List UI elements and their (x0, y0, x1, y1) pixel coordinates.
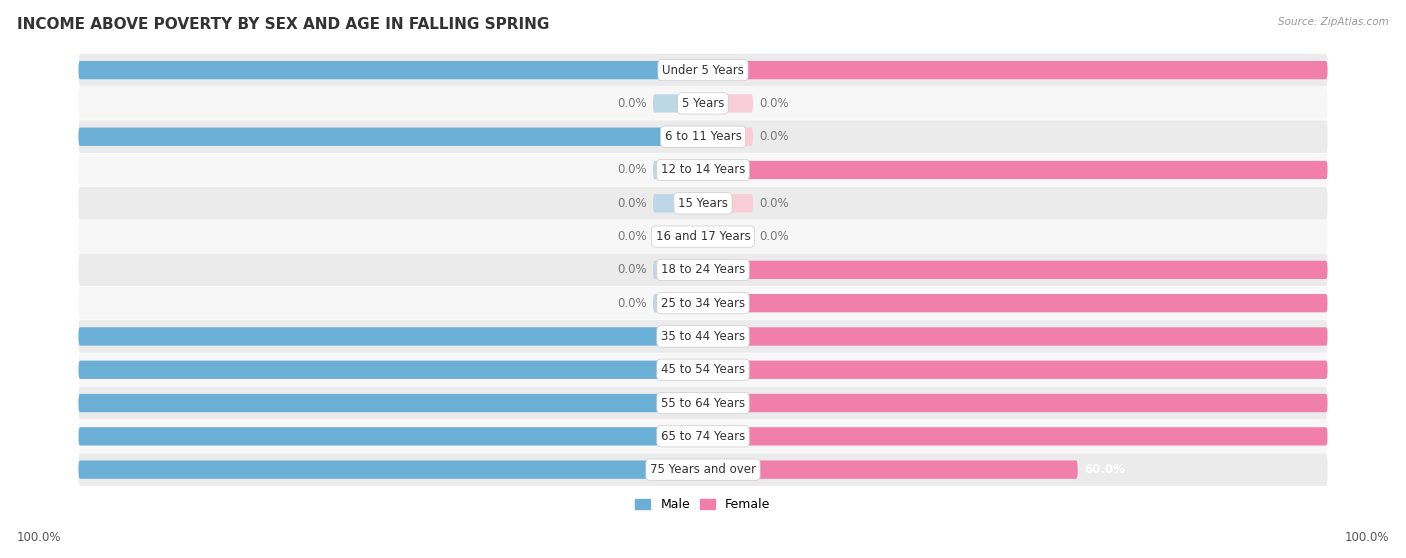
FancyBboxPatch shape (703, 360, 1327, 379)
FancyBboxPatch shape (703, 194, 754, 213)
Text: 75 Years and over: 75 Years and over (650, 463, 756, 476)
Text: 100.0%: 100.0% (1334, 330, 1382, 343)
FancyBboxPatch shape (703, 261, 1327, 279)
FancyBboxPatch shape (79, 61, 703, 79)
FancyBboxPatch shape (652, 261, 703, 279)
Text: 100.0%: 100.0% (24, 130, 72, 143)
Text: 100.0%: 100.0% (1344, 531, 1389, 544)
FancyBboxPatch shape (79, 54, 1327, 86)
Text: Under 5 Years: Under 5 Years (662, 64, 744, 76)
FancyBboxPatch shape (703, 161, 1327, 179)
Text: 100.0%: 100.0% (24, 330, 72, 343)
Text: 0.0%: 0.0% (759, 97, 789, 110)
FancyBboxPatch shape (652, 294, 703, 312)
FancyBboxPatch shape (703, 394, 1327, 412)
Text: 100.0%: 100.0% (1334, 263, 1382, 276)
FancyBboxPatch shape (703, 228, 754, 246)
FancyBboxPatch shape (652, 228, 703, 246)
Text: Source: ZipAtlas.com: Source: ZipAtlas.com (1278, 17, 1389, 27)
FancyBboxPatch shape (79, 187, 1327, 220)
Text: INCOME ABOVE POVERTY BY SEX AND AGE IN FALLING SPRING: INCOME ABOVE POVERTY BY SEX AND AGE IN F… (17, 17, 550, 32)
Text: 100.0%: 100.0% (1334, 430, 1382, 443)
Text: 100.0%: 100.0% (24, 397, 72, 410)
Text: 0.0%: 0.0% (617, 197, 647, 210)
Text: 55 to 64 Years: 55 to 64 Years (661, 397, 745, 410)
Text: 100.0%: 100.0% (17, 531, 62, 544)
Text: 0.0%: 0.0% (617, 230, 647, 243)
Text: 0.0%: 0.0% (617, 163, 647, 176)
Text: 25 to 34 Years: 25 to 34 Years (661, 297, 745, 310)
Text: 100.0%: 100.0% (1334, 363, 1382, 376)
FancyBboxPatch shape (79, 287, 1327, 320)
FancyBboxPatch shape (79, 320, 1327, 353)
Text: 100.0%: 100.0% (1334, 163, 1382, 176)
FancyBboxPatch shape (703, 128, 754, 146)
FancyBboxPatch shape (79, 253, 1327, 286)
Text: 0.0%: 0.0% (759, 130, 789, 143)
FancyBboxPatch shape (703, 427, 1327, 445)
Text: 5 Years: 5 Years (682, 97, 724, 110)
Text: 35 to 44 Years: 35 to 44 Years (661, 330, 745, 343)
FancyBboxPatch shape (79, 128, 703, 146)
FancyBboxPatch shape (703, 460, 1077, 479)
FancyBboxPatch shape (652, 94, 703, 113)
Text: 6 to 11 Years: 6 to 11 Years (665, 130, 741, 143)
FancyBboxPatch shape (652, 194, 703, 213)
FancyBboxPatch shape (79, 460, 703, 479)
FancyBboxPatch shape (79, 87, 1327, 120)
Text: 100.0%: 100.0% (24, 463, 72, 476)
FancyBboxPatch shape (79, 420, 1327, 453)
Text: 0.0%: 0.0% (759, 230, 789, 243)
FancyBboxPatch shape (703, 328, 1327, 345)
Text: 100.0%: 100.0% (24, 64, 72, 76)
FancyBboxPatch shape (79, 353, 1327, 386)
Text: 15 Years: 15 Years (678, 197, 728, 210)
Text: 65 to 74 Years: 65 to 74 Years (661, 430, 745, 443)
FancyBboxPatch shape (79, 121, 1327, 153)
FancyBboxPatch shape (703, 294, 1327, 312)
Text: 18 to 24 Years: 18 to 24 Years (661, 263, 745, 276)
Text: 100.0%: 100.0% (24, 430, 72, 443)
FancyBboxPatch shape (79, 394, 703, 412)
Text: 0.0%: 0.0% (617, 263, 647, 276)
Text: 0.0%: 0.0% (617, 97, 647, 110)
Text: 0.0%: 0.0% (759, 197, 789, 210)
Text: 100.0%: 100.0% (24, 363, 72, 376)
Text: 60.0%: 60.0% (1084, 463, 1125, 476)
FancyBboxPatch shape (703, 94, 754, 113)
FancyBboxPatch shape (79, 453, 1327, 486)
FancyBboxPatch shape (79, 328, 703, 345)
FancyBboxPatch shape (79, 387, 1327, 420)
Legend: Male, Female: Male, Female (630, 493, 776, 516)
Text: 100.0%: 100.0% (1334, 397, 1382, 410)
FancyBboxPatch shape (79, 360, 703, 379)
Text: 100.0%: 100.0% (1334, 297, 1382, 310)
FancyBboxPatch shape (79, 427, 703, 445)
Text: 12 to 14 Years: 12 to 14 Years (661, 163, 745, 176)
FancyBboxPatch shape (79, 153, 1327, 186)
Text: 16 and 17 Years: 16 and 17 Years (655, 230, 751, 243)
Text: 100.0%: 100.0% (1334, 64, 1382, 76)
Text: 0.0%: 0.0% (617, 297, 647, 310)
FancyBboxPatch shape (79, 220, 1327, 253)
FancyBboxPatch shape (652, 161, 703, 179)
Text: 45 to 54 Years: 45 to 54 Years (661, 363, 745, 376)
FancyBboxPatch shape (703, 61, 1327, 79)
